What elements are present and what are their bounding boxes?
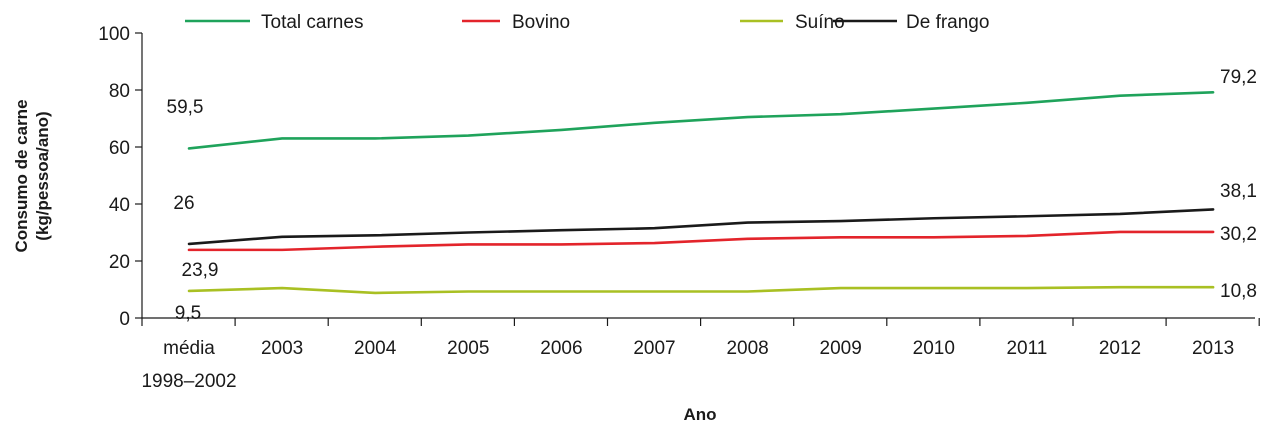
legend-label-suino: Suíno bbox=[795, 12, 845, 33]
x-tick-label: 2004 bbox=[354, 338, 397, 359]
legend-label-bovino: Bovino bbox=[512, 12, 570, 33]
y-tick-label: 40 bbox=[109, 195, 130, 216]
y-tick-label: 100 bbox=[98, 24, 130, 45]
x-tick-label: 1998–2002 bbox=[141, 371, 236, 392]
y-tick-label: 20 bbox=[109, 252, 130, 273]
y-tick-label: 60 bbox=[109, 138, 130, 159]
end-value-label-total-carnes: 79,2 bbox=[1220, 67, 1257, 88]
x-axis-title: Ano bbox=[683, 405, 716, 424]
series-line-suino bbox=[187, 285, 1215, 295]
y-axis-title-line2: (kg/pessoa/ano) bbox=[33, 111, 52, 240]
x-tick-label: 2006 bbox=[540, 338, 582, 359]
axis-titles: Ano Consumo de carne (kg/pessoa/ano) bbox=[12, 99, 717, 424]
legend-label-de-frango: De frango bbox=[906, 12, 989, 33]
series-line-bovino bbox=[187, 230, 1215, 252]
x-tick-label: 2009 bbox=[820, 338, 862, 359]
x-tick-label: 2008 bbox=[726, 338, 768, 359]
y-axis-title-line1: Consumo de carne bbox=[12, 99, 31, 252]
x-tick-label: 2007 bbox=[633, 338, 675, 359]
legend: Total carnes Bovino Suíno De frango bbox=[185, 12, 989, 33]
x-tick-label: 2012 bbox=[1099, 338, 1141, 359]
axes: 0 20 40 60 80 100 média 1998–2002 2003 2004 2005 20… bbox=[98, 24, 1260, 392]
data-labels: 59,5 79,2 23,9 30,2 9,5 10,8 26 38,1 bbox=[167, 67, 1257, 324]
end-value-label-suino: 10,8 bbox=[1220, 281, 1257, 302]
y-tick-label: 0 bbox=[119, 309, 130, 330]
x-tick-label: 2005 bbox=[447, 338, 489, 359]
x-tick-label: 2011 bbox=[1006, 338, 1047, 359]
x-tick-label: 2013 bbox=[1192, 338, 1234, 359]
start-value-label-total-carnes: 59,5 bbox=[167, 97, 204, 118]
series-line-total-carnes bbox=[187, 90, 1215, 150]
x-tick-label: 2003 bbox=[261, 338, 303, 359]
series-lines bbox=[187, 90, 1215, 295]
series-line-de-frango bbox=[187, 208, 1215, 246]
end-value-label-bovino: 30,2 bbox=[1220, 224, 1257, 245]
end-value-label-de-frango: 38,1 bbox=[1220, 181, 1257, 202]
start-value-label-suino: 9,5 bbox=[175, 303, 201, 324]
x-tick-label: 2010 bbox=[913, 338, 955, 359]
x-tick-label: média bbox=[163, 338, 215, 359]
legend-label-total-carnes: Total carnes bbox=[261, 12, 363, 33]
y-tick-label: 80 bbox=[109, 81, 130, 102]
start-value-label-de-frango: 26 bbox=[173, 193, 194, 214]
start-value-label-bovino: 23,9 bbox=[182, 260, 219, 281]
